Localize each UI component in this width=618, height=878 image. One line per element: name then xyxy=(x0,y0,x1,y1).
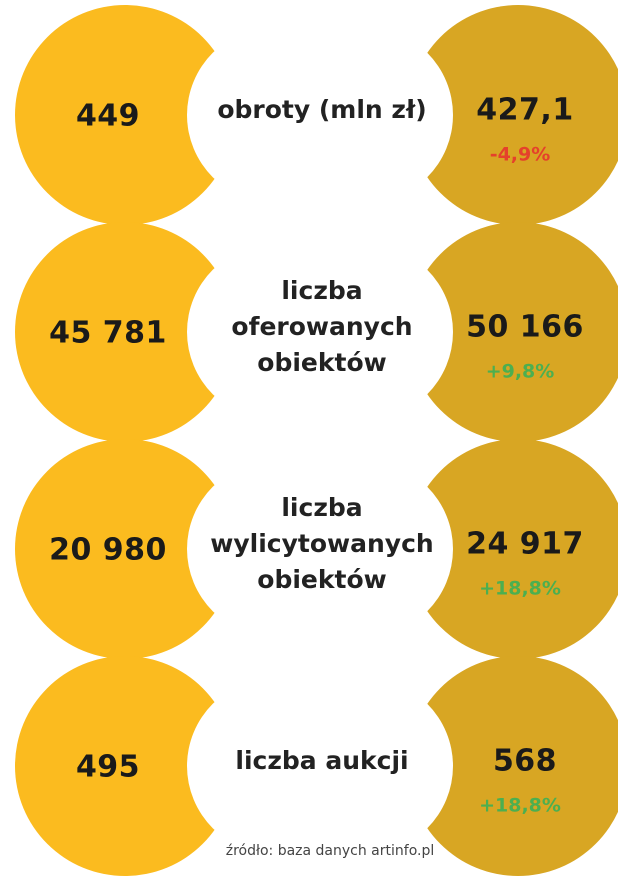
left-circle xyxy=(15,222,235,442)
right-value: 427,1 xyxy=(476,93,573,128)
left-circle xyxy=(15,5,235,225)
right-circle xyxy=(408,222,618,442)
row: 449 427,1 -4,9% obroty (mln zł) xyxy=(15,5,618,225)
label: obiektów xyxy=(257,565,386,594)
label-bg xyxy=(187,244,453,420)
right-value: 24 917 xyxy=(466,527,584,562)
source: źródło: baza danych artinfo.pl xyxy=(226,843,435,859)
label: oferowanych xyxy=(231,312,412,341)
label-bg xyxy=(187,678,453,854)
label-bg xyxy=(187,27,453,203)
label: liczba xyxy=(281,276,362,305)
right-circle xyxy=(408,656,618,876)
label: obroty (mln zł) xyxy=(217,95,426,124)
change: +18,8% xyxy=(479,795,561,817)
row: 20 980 24 917 +18,8% liczba wylicytowanych ob… xyxy=(15,439,618,659)
left-value: 20 980 xyxy=(49,533,167,568)
change: -4,9% xyxy=(490,144,551,166)
row: 45 781 50 166 +9,8% liczba oferowanych obiekt… xyxy=(15,222,618,442)
right-value: 568 xyxy=(493,744,557,779)
change: +18,8% xyxy=(479,578,561,600)
left-value: 495 xyxy=(76,750,140,785)
left-circle xyxy=(15,656,235,876)
label-bg xyxy=(187,461,453,637)
left-circle xyxy=(15,439,235,659)
label: liczba xyxy=(281,493,362,522)
row: 495 568 +18,8% liczba aukcji xyxy=(15,656,618,876)
right-circle xyxy=(408,439,618,659)
left-value: 449 xyxy=(76,99,140,134)
right-value: 50 166 xyxy=(466,310,584,345)
right-circle xyxy=(408,5,618,225)
change: +9,8% xyxy=(486,361,555,383)
label: wylicytowanych xyxy=(210,529,433,558)
label: obiektów xyxy=(257,348,386,377)
label: liczba aukcji xyxy=(235,746,408,775)
left-value: 45 781 xyxy=(49,316,167,351)
